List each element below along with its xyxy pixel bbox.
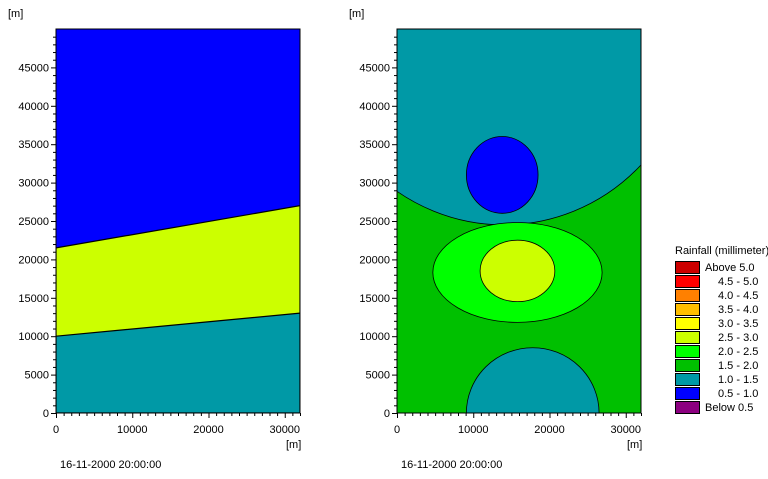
legend-label: 3.5 - 4.0 bbox=[718, 304, 758, 316]
contour-region bbox=[479, 239, 556, 303]
rainfall-legend: Rainfall (millimeter) Above 5.0 4.5 - 5.0 4… bbox=[675, 245, 768, 414]
y-tick-label: 40000 bbox=[18, 101, 49, 113]
y-tick-label: 25000 bbox=[359, 216, 390, 228]
x-tick-label: 20000 bbox=[534, 424, 565, 436]
y-tick-label: 30000 bbox=[359, 178, 390, 190]
y-tick-label: 15000 bbox=[18, 293, 49, 305]
legend-label: 2.0 - 2.5 bbox=[718, 346, 758, 358]
legend-swatch bbox=[675, 261, 700, 274]
contour-fills bbox=[397, 29, 641, 413]
x-tick-label: 0 bbox=[394, 424, 400, 436]
y-tick-label: 15000 bbox=[359, 293, 390, 305]
legend-label: 2.5 - 3.0 bbox=[718, 332, 758, 344]
y-tick-label: 40000 bbox=[359, 101, 390, 113]
y-axis-unit: [m] bbox=[349, 8, 364, 20]
timestamp: 16-11-2000 20:00:00 bbox=[60, 459, 161, 471]
y-tick-label: 0 bbox=[384, 408, 390, 420]
y-tick-label: 45000 bbox=[359, 62, 390, 74]
legend-swatch bbox=[675, 317, 700, 330]
y-tick-label: 35000 bbox=[359, 139, 390, 151]
legend-swatch bbox=[675, 303, 700, 316]
legend-swatch bbox=[675, 373, 700, 386]
y-tick-label: 5000 bbox=[366, 370, 390, 382]
x-tick-label: 10000 bbox=[458, 424, 489, 436]
legend-label: Below 0.5 bbox=[705, 402, 753, 414]
x-axis-unit: [m] bbox=[627, 439, 642, 451]
x-axis-unit: [m] bbox=[286, 439, 301, 451]
contour-fills bbox=[56, 29, 300, 413]
y-tick-label: 35000 bbox=[18, 139, 49, 151]
x-tick-label: 30000 bbox=[610, 424, 641, 436]
legend-label: 4.5 - 5.0 bbox=[718, 276, 758, 288]
x-tick-label: 0 bbox=[53, 424, 59, 436]
legend-label: Above 5.0 bbox=[705, 262, 755, 274]
y-tick-label: 20000 bbox=[359, 254, 390, 266]
legend-label: 4.0 - 4.5 bbox=[718, 290, 758, 302]
rainfall-map-left: 0 5000 10000 15000 20000 25000 30000 35000 40000… bbox=[8, 8, 301, 471]
legend-swatch bbox=[675, 275, 700, 288]
legend-swatch bbox=[675, 359, 700, 372]
legend-swatch bbox=[675, 387, 700, 400]
legend-swatch bbox=[675, 401, 700, 414]
x-tick-label: 20000 bbox=[193, 424, 224, 436]
y-axis-unit: [m] bbox=[8, 8, 23, 20]
legend-label: 0.5 - 1.0 bbox=[718, 388, 758, 400]
legend-swatch bbox=[675, 331, 700, 344]
contour-region bbox=[465, 136, 539, 214]
contour-region bbox=[466, 347, 600, 413]
legend-label: 1.5 - 2.0 bbox=[718, 360, 758, 372]
y-tick-label: 0 bbox=[43, 408, 49, 420]
timestamp: 16-11-2000 20:00:00 bbox=[401, 459, 502, 471]
x-tick-label: 30000 bbox=[269, 424, 300, 436]
y-tick-label: 45000 bbox=[18, 62, 49, 74]
legend-label: 3.0 - 3.5 bbox=[718, 318, 758, 330]
contour-region bbox=[56, 312, 300, 413]
y-tick-label: 5000 bbox=[25, 370, 49, 382]
legend-label: 1.0 - 1.5 bbox=[718, 374, 758, 386]
y-tick-label: 10000 bbox=[359, 331, 390, 343]
legend-swatch bbox=[675, 289, 700, 302]
legend-swatch bbox=[675, 345, 700, 358]
rainfall-map-right: 0 5000 10000 15000 20000 25000 30000 35000 40000… bbox=[349, 8, 642, 471]
y-tick-label: 25000 bbox=[18, 216, 49, 228]
legend-title: Rainfall (millimeter) bbox=[675, 245, 768, 257]
y-tick-label: 30000 bbox=[18, 178, 49, 190]
y-tick-label: 10000 bbox=[18, 331, 49, 343]
y-tick-label: 20000 bbox=[18, 254, 49, 266]
x-tick-label: 10000 bbox=[117, 424, 148, 436]
